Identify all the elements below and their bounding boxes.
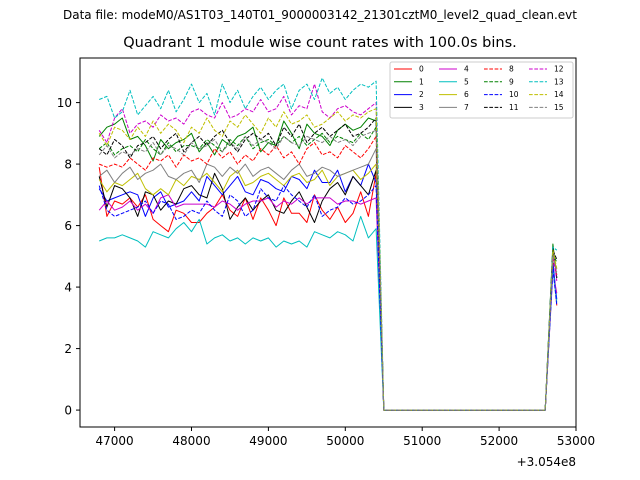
series-line-2 bbox=[98, 163, 558, 411]
series-line-0 bbox=[98, 167, 558, 411]
legend-item-8[interactable]: 8 bbox=[484, 65, 514, 74]
legend-label: 1 bbox=[419, 77, 424, 86]
axes-frame bbox=[79, 57, 577, 428]
legend-label: 6 bbox=[464, 90, 469, 99]
legend-label: 2 bbox=[419, 90, 424, 99]
y-tick-label: 4 bbox=[64, 281, 72, 295]
x-tick-label: 53000 bbox=[557, 434, 595, 448]
legend-item-14[interactable]: 14 bbox=[529, 90, 564, 99]
x-tick-label: 51000 bbox=[403, 434, 441, 448]
legend-item-10[interactable]: 10 bbox=[484, 90, 519, 99]
x-tick-label: 49000 bbox=[249, 434, 287, 448]
x-tick-label: 50000 bbox=[326, 434, 364, 448]
series-line-12 bbox=[98, 83, 558, 411]
series-line-8 bbox=[99, 135, 558, 411]
legend-item-1[interactable]: 1 bbox=[394, 77, 424, 86]
legend-item-9[interactable]: 9 bbox=[484, 77, 514, 86]
y-tick-label: 2 bbox=[64, 342, 72, 356]
legend-item-11[interactable]: 11 bbox=[484, 103, 519, 112]
y-axis-ticks: 0 2 4 6 8 10 bbox=[57, 96, 80, 418]
legend-label: 15 bbox=[554, 103, 564, 112]
series-line-9 bbox=[98, 126, 558, 411]
legend-item-5[interactable]: 5 bbox=[439, 77, 469, 86]
legend-label: 9 bbox=[509, 77, 514, 86]
series-line-13 bbox=[99, 77, 558, 411]
legend-item-12[interactable]: 12 bbox=[529, 65, 564, 74]
y-tick-label: 6 bbox=[64, 219, 72, 233]
legend-label: 11 bbox=[509, 103, 519, 112]
x-tick-label: 52000 bbox=[480, 434, 518, 448]
legend-item-4[interactable]: 4 bbox=[439, 65, 469, 74]
legend-label: 5 bbox=[464, 77, 469, 86]
series-line-7 bbox=[98, 148, 558, 411]
chart-title: Quadrant 1 module wise count rates with … bbox=[123, 35, 517, 51]
legend-item-2[interactable]: 2 bbox=[394, 90, 424, 99]
series-layer bbox=[98, 77, 558, 411]
y-tick-label: 0 bbox=[64, 404, 72, 418]
legend-label: 3 bbox=[419, 103, 424, 112]
figure-suptitle: Data file: modeM0/AS1T03_140T01_90000031… bbox=[63, 8, 577, 22]
legend-item-3[interactable]: 3 bbox=[394, 103, 424, 112]
x-tick-label: 47000 bbox=[96, 434, 134, 448]
series-line-15 bbox=[98, 129, 558, 411]
legend-frame bbox=[389, 61, 574, 119]
legend-item-0[interactable]: 0 bbox=[394, 65, 424, 74]
legend-item-7[interactable]: 7 bbox=[439, 103, 469, 112]
legend-label: 12 bbox=[554, 65, 564, 74]
legend-label: 8 bbox=[509, 65, 514, 74]
series-line-1 bbox=[98, 117, 558, 411]
legend-label: 0 bbox=[419, 65, 424, 74]
series-line-5 bbox=[99, 215, 558, 411]
legend-item-15[interactable]: 15 bbox=[529, 103, 564, 112]
legend-label: 14 bbox=[554, 90, 564, 99]
series-line-11 bbox=[98, 117, 558, 411]
series-line-10 bbox=[98, 185, 558, 411]
legend-label: 7 bbox=[464, 103, 469, 112]
x-axis-offset-label: +3.054e8 bbox=[517, 455, 576, 469]
series-line-6 bbox=[98, 163, 558, 411]
legend-label: 13 bbox=[554, 77, 564, 86]
y-tick-label: 8 bbox=[64, 158, 72, 172]
x-axis-ticks: 47000 48000 49000 50000 51000 52000 53000 bbox=[96, 427, 595, 448]
legend-label: 4 bbox=[464, 65, 469, 74]
y-tick-label: 10 bbox=[57, 96, 72, 110]
series-line-14 bbox=[98, 108, 558, 411]
legend-label: 10 bbox=[509, 90, 519, 99]
series-line-4 bbox=[98, 194, 558, 411]
x-tick-label: 48000 bbox=[172, 434, 210, 448]
legend-item-13[interactable]: 13 bbox=[529, 77, 564, 86]
legend-item-6[interactable]: 6 bbox=[439, 90, 469, 99]
